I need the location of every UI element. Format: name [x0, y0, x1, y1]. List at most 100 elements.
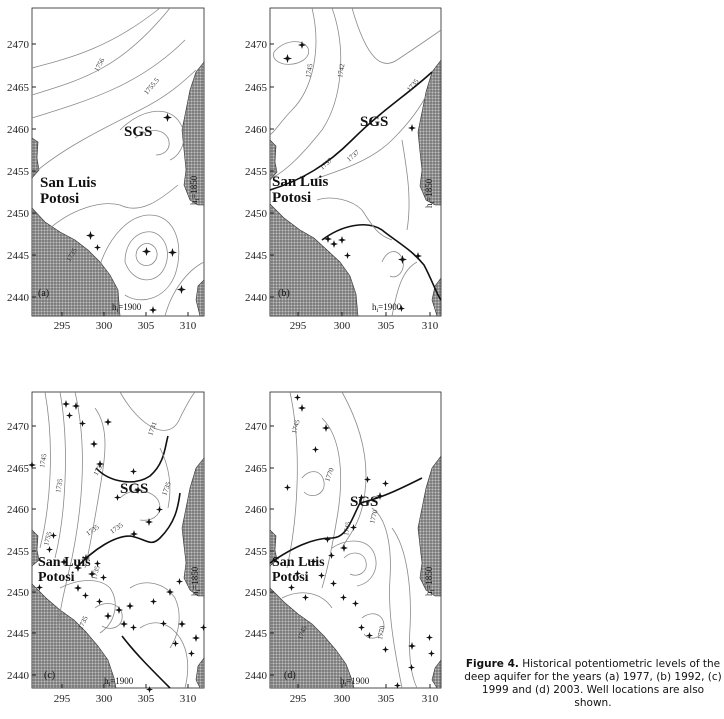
head-label-south: hi=1900 — [372, 302, 402, 314]
place-label-san-luis: San Luis — [272, 555, 325, 570]
x-tick-label: 310 — [422, 693, 439, 705]
y-tick-label: 2470 — [245, 39, 268, 51]
y-tick-label: 2450 — [7, 208, 30, 220]
caption-text: Historical potentiometric levels of the … — [464, 658, 722, 709]
y-tick-label: 2465 — [245, 463, 268, 475]
x-tick-label: 295 — [290, 693, 307, 705]
head-label-east: hi=1850 — [190, 566, 202, 596]
land-southwest — [269, 203, 359, 317]
y-tick-label: 2470 — [245, 421, 268, 433]
x-tick-label: 300 — [334, 320, 351, 332]
y-tick-label: 2440 — [7, 292, 30, 304]
land-southeast — [195, 279, 205, 317]
contour-label: 1745 — [38, 453, 48, 469]
x-tick-label: 310 — [180, 320, 197, 332]
place-label-sgs: SGS — [124, 124, 152, 140]
figure-caption: Figure 4. Historical potentiometric leve… — [464, 658, 722, 710]
y-tick-label: 2455 — [7, 166, 30, 178]
x-tick-label: 305 — [378, 693, 395, 705]
x-tick-label: 295 — [290, 320, 307, 332]
place-label-potosi: Potosi — [38, 570, 75, 585]
land-southwest — [31, 583, 117, 689]
contour-label: 1745 — [304, 63, 314, 79]
map-panel-a: 1756 1755.5 1735 SGS San Luis Potosi hi=… — [7, 7, 205, 332]
map-panel-c: 1745 1735 1733 1731 1735 1735 1735 1755 … — [7, 391, 207, 705]
land-east — [417, 455, 442, 597]
land-southeast — [431, 659, 442, 689]
land-west — [269, 139, 278, 181]
y-tick-label: 2455 — [245, 546, 268, 558]
y-tick-label: 2450 — [245, 208, 268, 220]
y-tick-label: 2460 — [7, 504, 30, 516]
contour-label: 1742 — [336, 63, 346, 79]
contour-lines — [39, 391, 196, 689]
x-tick-label: 310 — [422, 320, 439, 332]
y-tick-label: 2450 — [245, 587, 268, 599]
head-label-south: hi=1900 — [104, 676, 134, 688]
y-tick-label: 2460 — [7, 124, 30, 136]
head-label-south: hi=1900 — [112, 302, 142, 314]
panel-letter: (b) — [278, 288, 290, 299]
y-tick-label: 2445 — [7, 250, 30, 262]
head-label-south: hi=1900 — [340, 676, 370, 688]
place-label-sgs: SGS — [360, 114, 388, 130]
contour-label: 1755 — [42, 530, 53, 546]
y-tick-label: 2440 — [245, 292, 268, 304]
x-axis: 295 300 305 310 — [290, 684, 439, 705]
place-label-sgs: SGS — [350, 494, 378, 510]
land-west — [269, 529, 278, 567]
x-tick-label: 310 — [180, 693, 197, 705]
x-tick-label: 300 — [96, 320, 113, 332]
x-tick-label: 305 — [138, 693, 155, 705]
y-axis: 2470 2465 2460 2455 2450 2445 2440 — [7, 39, 36, 304]
x-tick-label: 300 — [96, 693, 113, 705]
x-tick-label: 300 — [334, 693, 351, 705]
y-tick-label: 2445 — [245, 628, 268, 640]
contour-label: 1745 — [290, 418, 301, 434]
land-east — [181, 457, 205, 597]
contour-label: 1735 — [90, 564, 101, 580]
y-tick-label: 2455 — [7, 546, 30, 558]
place-label-san-luis: San Luis — [272, 174, 328, 190]
head-label-east: hi=1850 — [189, 175, 201, 205]
place-label-potosi: Potosi — [272, 190, 311, 206]
place-label-potosi: Potosi — [272, 570, 309, 585]
place-label-san-luis: San Luis — [40, 175, 96, 191]
y-tick-label: 2460 — [245, 504, 268, 516]
y-tick-label: 2470 — [7, 39, 30, 51]
y-tick-label: 2455 — [245, 166, 268, 178]
panel-letter: (c) — [44, 670, 55, 681]
land-southwest — [31, 207, 121, 317]
map-panel-b: 1745 1742 1737 1737 1735 SGS San Luis Po… — [245, 7, 442, 332]
place-label-sgs: SGS — [120, 481, 148, 497]
y-tick-label: 2460 — [245, 124, 268, 136]
land-southeast — [195, 657, 205, 689]
x-tick-label: 295 — [54, 693, 71, 705]
x-tick-label: 305 — [378, 320, 395, 332]
head-label-east: hi=1850 — [424, 566, 436, 596]
y-tick-label: 2470 — [7, 421, 30, 433]
x-tick-label: 295 — [54, 320, 71, 332]
y-axis: 2470 2465 2460 2455 2450 2445 2440 — [245, 39, 274, 304]
x-axis: 295 300 305 310 — [54, 684, 197, 705]
land-east — [181, 61, 205, 206]
x-axis: 295 300 305 310 — [54, 312, 197, 332]
contour-label: 1745 — [342, 521, 352, 537]
y-tick-label: 2465 — [7, 82, 30, 94]
y-axis: 2470 2465 2460 2455 2450 2445 2440 — [7, 421, 36, 682]
contour-lines — [269, 391, 423, 689]
contour-label: 1735 — [54, 478, 64, 494]
panel-letter: (d) — [284, 670, 296, 681]
place-label-potosi: Potosi — [40, 191, 79, 207]
y-tick-label: 2440 — [7, 670, 30, 682]
land-southeast — [431, 277, 442, 317]
y-tick-label: 2465 — [7, 463, 30, 475]
panel-letter: (a) — [38, 288, 49, 299]
y-tick-label: 2445 — [7, 628, 30, 640]
land-west — [31, 529, 40, 567]
contour-lines — [31, 7, 205, 317]
land-east — [417, 59, 442, 206]
contour-label: 1770 — [376, 625, 386, 641]
place-label-san-luis: San Luis — [38, 555, 91, 570]
land-southwest — [269, 587, 355, 689]
